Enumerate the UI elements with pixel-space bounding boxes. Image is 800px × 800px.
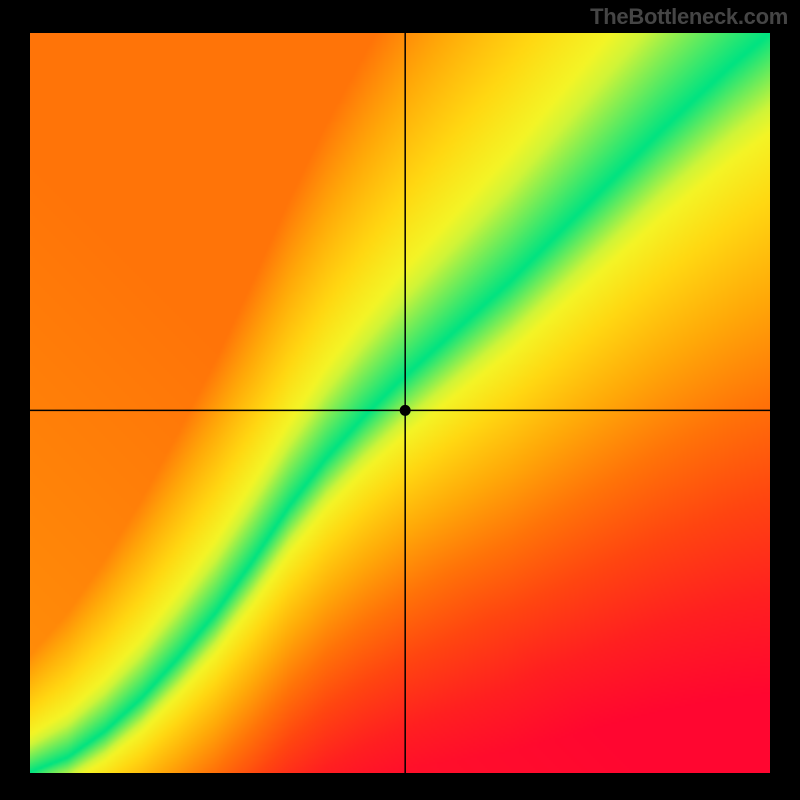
heatmap-canvas <box>30 33 770 773</box>
bottleneck-heatmap <box>30 33 770 773</box>
watermark-text: TheBottleneck.com <box>590 4 788 30</box>
chart-container: TheBottleneck.com <box>0 0 800 800</box>
